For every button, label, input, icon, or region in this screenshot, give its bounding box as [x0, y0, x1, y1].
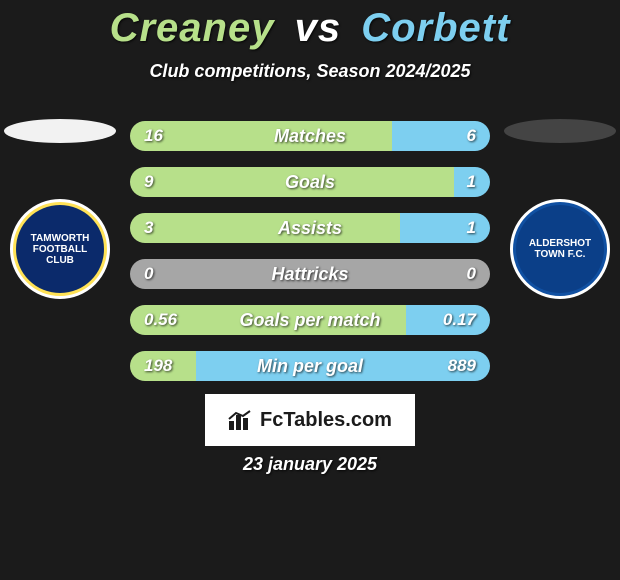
subtitle: Club competitions, Season 2024/2025 — [0, 61, 620, 82]
stat-row: 00Hattricks — [130, 259, 490, 289]
stat-bars: 166Matches 91Goals 31Assists 00Hattricks 0.5… — [130, 121, 490, 397]
player2-marker — [504, 119, 616, 143]
stat-row: 0.560.17Goals per match — [130, 305, 490, 335]
stat-row: 198889Min per goal — [130, 351, 490, 381]
player2-column: ALDERSHOT TOWN F.C. — [500, 115, 620, 299]
stat-label: Hattricks — [130, 259, 490, 289]
stat-row: 31Assists — [130, 213, 490, 243]
player1-column: TAMWORTH FOOTBALL CLUB — [0, 115, 120, 299]
stat-label: Goals — [130, 167, 490, 197]
brand-text: FcTables.com — [260, 409, 392, 432]
stat-label: Min per goal — [130, 351, 490, 381]
player1-marker — [4, 119, 116, 143]
comparison-card: Creaney vs Corbett Club competitions, Se… — [0, 0, 620, 580]
player1-crest-inner: TAMWORTH FOOTBALL CLUB — [16, 205, 104, 293]
page-title: Creaney vs Corbett — [0, 0, 620, 51]
player1-crest: TAMWORTH FOOTBALL CLUB — [10, 199, 110, 299]
stat-label: Goals per match — [130, 305, 490, 335]
stat-label: Matches — [130, 121, 490, 151]
stat-row: 166Matches — [130, 121, 490, 151]
player2-crest-inner: ALDERSHOT TOWN F.C. — [516, 205, 604, 293]
brand-box: FcTables.com — [205, 394, 415, 446]
title-player2: Corbett — [361, 6, 510, 50]
title-vs: vs — [295, 6, 342, 50]
title-player1: Creaney — [110, 6, 275, 50]
brand-icon — [228, 409, 254, 431]
date-text: 23 january 2025 — [0, 454, 620, 475]
stat-label: Assists — [130, 213, 490, 243]
stat-row: 91Goals — [130, 167, 490, 197]
player2-crest: ALDERSHOT TOWN F.C. — [510, 199, 610, 299]
